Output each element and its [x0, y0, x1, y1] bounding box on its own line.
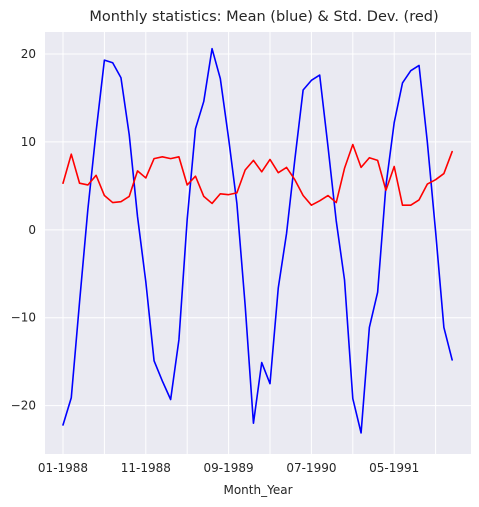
x-tick-label: 01-1988 — [38, 461, 88, 475]
y-gridlines — [45, 53, 471, 407]
series-line-mean — [62, 47, 453, 434]
x-tick-label: 05-1991 — [369, 461, 419, 475]
x-tick-labels: 01-1988 11-1988 09-1989 07-1990 05-1991 — [38, 461, 419, 475]
series-lines — [62, 47, 453, 434]
x-tick-label: 11-1988 — [121, 461, 171, 475]
x-tick-label: 07-1990 — [286, 461, 336, 475]
y-tick-label: −20 — [11, 399, 36, 413]
y-tick-label: 20 — [21, 47, 36, 61]
y-tick-label: −10 — [11, 311, 36, 325]
y-tick-label: 0 — [28, 223, 36, 237]
x-tick-label: 09-1989 — [204, 461, 254, 475]
x-axis-label: Month_Year — [223, 483, 292, 497]
x-gridlines — [62, 32, 437, 454]
y-tick-labels: −20 −10 0 10 20 — [11, 47, 36, 413]
plot-area — [45, 32, 471, 454]
y-tick-label: 10 — [21, 135, 36, 149]
series-line-std — [62, 143, 453, 206]
chart-title: Monthly statistics: Mean (blue) & Std. D… — [89, 9, 438, 25]
